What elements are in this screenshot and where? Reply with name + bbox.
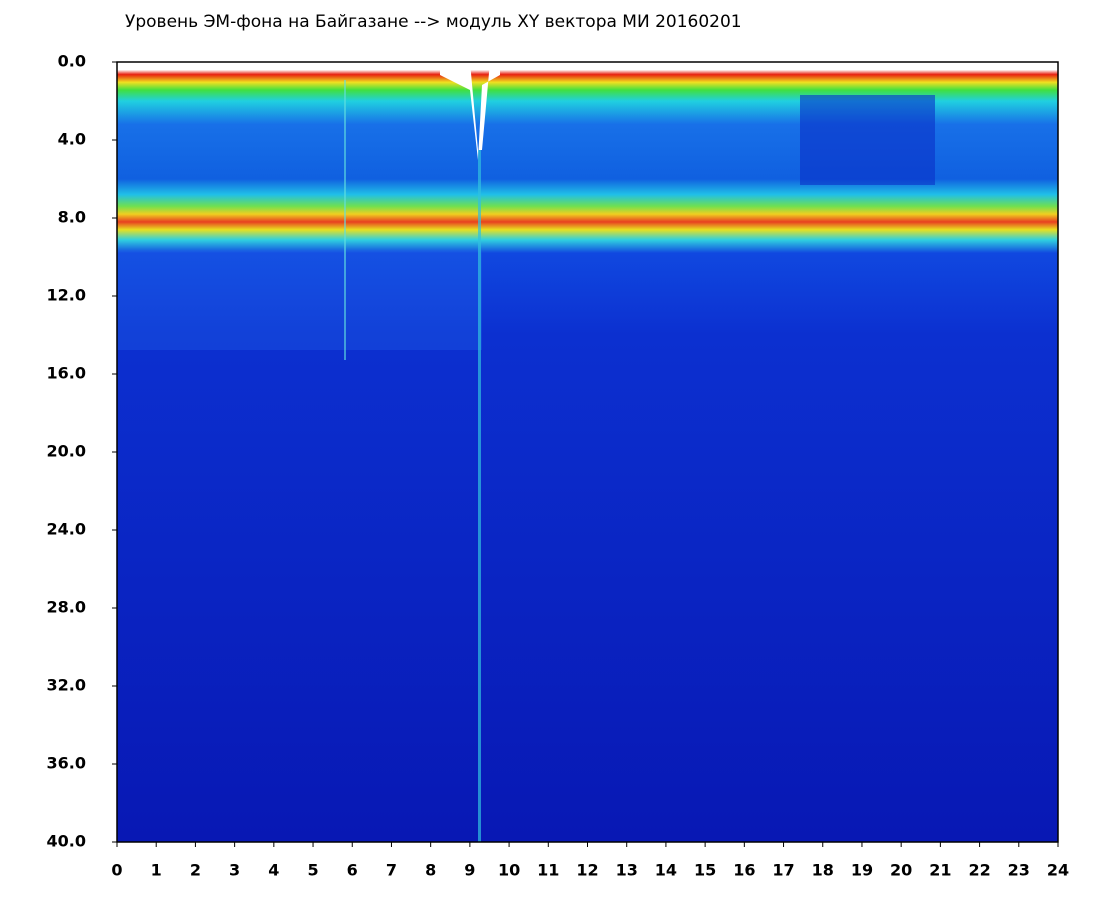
x-tick-label: 0 <box>111 861 122 880</box>
spectrogram-image <box>117 62 1058 842</box>
y-tick-label: 12.0 <box>47 286 86 305</box>
x-tick-label: 21 <box>929 861 951 880</box>
x-tick-label: 13 <box>616 861 638 880</box>
x-tick-label: 6 <box>347 861 358 880</box>
y-tick-label: 32.0 <box>47 676 86 695</box>
x-tick-label: 12 <box>576 861 598 880</box>
x-tick-label: 20 <box>890 861 912 880</box>
y-tick-label: 24.0 <box>47 520 86 539</box>
x-tick-label: 22 <box>968 861 990 880</box>
y-tick-label: 20.0 <box>47 442 86 461</box>
spike-line <box>478 150 481 842</box>
heatmap <box>117 62 1058 842</box>
y-tick-label: 28.0 <box>47 598 86 617</box>
x-tick-label: 11 <box>537 861 559 880</box>
x-tick-label: 7 <box>386 861 397 880</box>
x-tick-label: 5 <box>307 861 318 880</box>
y-tick-label: 4.0 <box>58 130 86 149</box>
noise-region <box>117 250 482 350</box>
axes: 0.0 4.0 8.0 12.0 16.0 20.0 24.0 28.0 32.0 36.0 40.… <box>47 52 1070 880</box>
y-tick-label: 8.0 <box>58 208 86 227</box>
x-tick-label: 15 <box>694 861 716 880</box>
x-tick-label: 1 <box>151 861 162 880</box>
y-tick-label: 16.0 <box>47 364 86 383</box>
chart-title: Уровень ЭМ-фона на Байгазане --> модуль … <box>125 12 742 32</box>
x-tick-label: 4 <box>268 861 279 880</box>
x-tick-label: 9 <box>464 861 475 880</box>
x-tick-label: 17 <box>772 861 794 880</box>
x-tick-label: 14 <box>655 861 677 880</box>
y-tick-label: 36.0 <box>47 754 86 773</box>
x-tick-label: 18 <box>812 861 834 880</box>
y-tick-label: 40.0 <box>47 832 86 851</box>
x-tick-label: 24 <box>1047 861 1069 880</box>
x-tick-label: 8 <box>425 861 436 880</box>
y-tick-label: 0.0 <box>58 52 86 71</box>
notch <box>440 62 500 160</box>
x-tick-label: 3 <box>229 861 240 880</box>
spike-line <box>344 80 346 360</box>
x-tick-label: 19 <box>851 861 873 880</box>
x-tick-label: 23 <box>1008 861 1030 880</box>
quiet-region <box>800 95 935 185</box>
x-tick-label: 10 <box>498 861 520 880</box>
x-tick-label: 16 <box>733 861 755 880</box>
x-tick-label: 2 <box>190 861 201 880</box>
